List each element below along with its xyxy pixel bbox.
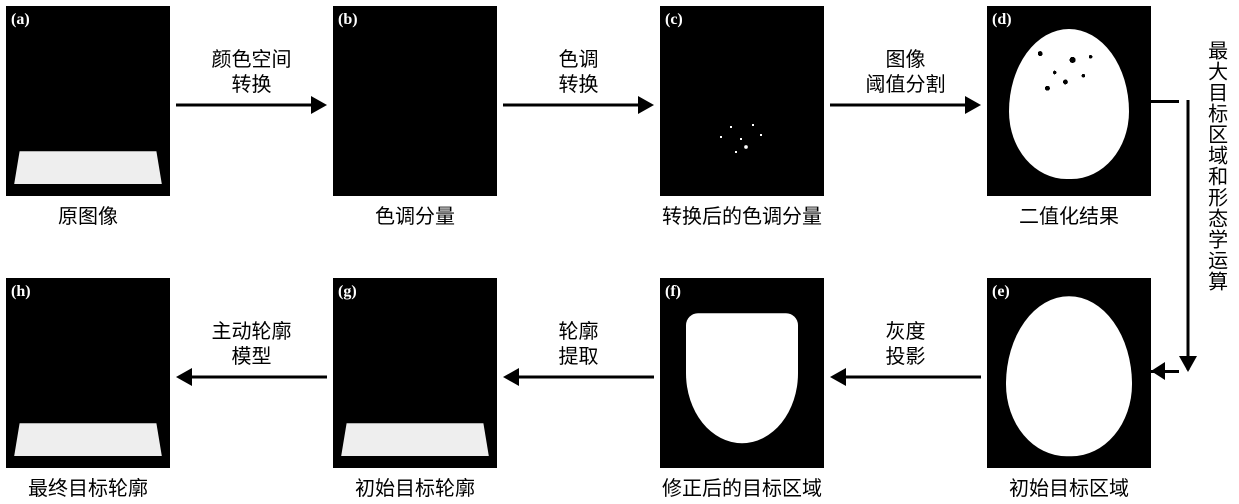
panel-h: (h) 最终目标轮廓 bbox=[6, 278, 170, 501]
panel-f-caption: 修正后的目标区域 bbox=[660, 472, 824, 501]
arrow-c-d-label2: 阈值分割 bbox=[866, 74, 946, 96]
panel-e-caption: 初始目标区域 bbox=[987, 472, 1151, 501]
panel-b-caption: 色调分量 bbox=[333, 200, 497, 229]
panel-c-caption: 转换后的色调分量 bbox=[660, 200, 824, 229]
arrow-e-f-label1: 灰度 bbox=[886, 321, 926, 343]
panel-h-image: (h) bbox=[6, 278, 170, 468]
arrow-d-e-label: 最大目标区域和形态学运算 bbox=[1204, 40, 1226, 292]
arrow-c-d-label1: 图像 bbox=[886, 49, 926, 71]
panel-g: (g) 初始目标轮廓 bbox=[333, 278, 497, 501]
panel-e: (e) 初始目标区域 bbox=[987, 278, 1151, 501]
arrow-e-f-label2: 投影 bbox=[886, 346, 926, 368]
arrow-g-h-label1: 主动轮廓 bbox=[212, 321, 292, 343]
pipeline-figure: (a) 原图像 (b) 色调分量 (c) 转换后的色调分量 (d) 二值化结果 … bbox=[0, 0, 1239, 504]
panel-f-blob bbox=[686, 313, 798, 443]
panel-e-image: (e) bbox=[987, 278, 1151, 468]
arrow-a-b: 颜色空间 转换 bbox=[176, 96, 327, 114]
arrow-f-g-label1: 轮廓 bbox=[559, 321, 599, 343]
arrow-d-e-headin bbox=[1151, 362, 1165, 380]
arrow-f-g: 轮廓 提取 bbox=[503, 368, 654, 386]
arrow-g-h: 主动轮廓 模型 bbox=[176, 368, 327, 386]
panel-b: (b) 色调分量 bbox=[333, 6, 497, 229]
arrow-a-b-label1: 颜色空间 bbox=[212, 49, 292, 71]
panel-g-plate bbox=[341, 423, 489, 456]
panel-d: (d) 二值化结果 bbox=[987, 6, 1151, 229]
panel-b-tag: (b) bbox=[338, 11, 358, 29]
arrow-b-c-label2: 转换 bbox=[559, 74, 599, 96]
panel-a-tag: (a) bbox=[11, 11, 30, 29]
panel-b-image: (b) bbox=[333, 6, 497, 196]
panel-a-caption: 原图像 bbox=[6, 200, 170, 229]
panel-a: (a) 原图像 bbox=[6, 6, 170, 229]
panel-g-caption: 初始目标轮廓 bbox=[333, 472, 497, 501]
arrow-c-d: 图像 阈值分割 bbox=[830, 96, 981, 114]
panel-d-image: (d) bbox=[987, 6, 1151, 196]
panel-f: (f) 修正后的目标区域 bbox=[660, 278, 824, 501]
panel-e-tag: (e) bbox=[992, 283, 1010, 301]
panel-d-caption: 二值化结果 bbox=[987, 200, 1151, 229]
panel-d-tag: (d) bbox=[992, 11, 1012, 29]
arrow-e-f: 灰度 投影 bbox=[830, 368, 981, 386]
arrow-b-c-label1: 色调 bbox=[559, 49, 599, 71]
arrow-d-e bbox=[1176, 100, 1200, 370]
panel-c-image: (c) bbox=[660, 6, 824, 196]
panel-c-speckle bbox=[661, 7, 823, 195]
panel-c: (c) 转换后的色调分量 bbox=[660, 6, 824, 229]
arrow-a-b-label2: 转换 bbox=[232, 74, 272, 96]
arrow-d-e-htop bbox=[1151, 100, 1179, 103]
panel-g-image: (g) bbox=[333, 278, 497, 468]
panel-h-plate bbox=[14, 423, 162, 456]
arrow-f-g-label2: 提取 bbox=[559, 346, 599, 368]
arrow-g-h-label2: 模型 bbox=[232, 346, 272, 368]
panel-f-image: (f) bbox=[660, 278, 824, 468]
panel-g-tag: (g) bbox=[338, 283, 357, 301]
panel-h-caption: 最终目标轮廓 bbox=[6, 472, 170, 501]
panel-a-image: (a) bbox=[6, 6, 170, 196]
panel-d-blob bbox=[1009, 29, 1129, 179]
panel-a-plate bbox=[14, 151, 162, 184]
panel-f-tag: (f) bbox=[665, 283, 681, 301]
panel-e-blob bbox=[1006, 296, 1132, 456]
panel-h-tag: (h) bbox=[11, 283, 31, 301]
arrow-b-c: 色调 转换 bbox=[503, 96, 654, 114]
